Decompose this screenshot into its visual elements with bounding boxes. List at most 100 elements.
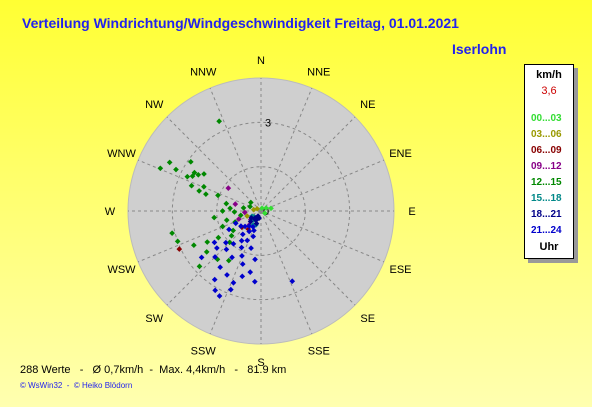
legend-footer: Uhr [539,241,559,253]
polar-spoke [166,116,262,212]
data-point [227,205,233,212]
data-point [246,228,253,235]
data-point [289,278,296,285]
polar-spoke [260,159,385,212]
data-point [241,209,248,216]
polar-spoke [137,210,262,263]
legend-class: 03...06 [531,129,562,140]
data-point [231,209,238,215]
direction-label: NNE [307,66,330,78]
data-point [166,159,173,166]
data-point [250,223,256,230]
data-point [256,215,262,221]
data-point [268,205,274,212]
legend-max-value: 3,6 [541,85,557,97]
polar-spoke [260,210,356,306]
data-point [250,206,257,213]
data-point [235,216,242,222]
data-point [250,233,257,240]
data-point [217,264,224,271]
data-point [247,218,254,225]
data-point [187,159,194,165]
data-point [252,256,258,263]
polar-spoke [209,210,262,335]
legend-class: 21...24 [531,225,562,236]
data-point [252,214,259,221]
legend-class: 18...21 [531,209,562,220]
data-point [201,171,207,177]
data-point [204,239,211,245]
legend-class: 12...15 [531,177,562,188]
data-point [198,254,205,261]
direction-label: W [105,206,116,218]
data-point [191,169,198,176]
data-point [157,165,164,172]
data-point [191,242,197,249]
data-point [247,199,254,206]
data-point [238,237,245,244]
polar-spoke [260,210,313,335]
data-point [229,254,235,261]
direction-label: ESE [389,264,411,276]
data-point [212,254,218,260]
software-credit: © WsWin32 - © Heiko Blödorn [20,381,133,390]
direction-label: SSE [308,346,330,358]
data-point [237,212,244,219]
data-point [244,237,251,244]
data-point [227,286,234,293]
data-point [244,213,250,219]
data-point [223,246,230,253]
data-point [219,223,226,230]
direction-label: NW [145,99,164,111]
data-point [201,183,207,190]
direction-label: N [257,55,265,67]
station-name: Iserlohn [452,41,507,57]
polar-ring [171,121,351,301]
direction-label: WNW [107,148,136,160]
data-point [239,231,246,238]
data-point [225,257,232,264]
legend-unit: km/h [536,69,562,81]
data-point [225,185,232,191]
data-point [216,293,223,299]
direction-label: SW [145,313,163,325]
data-point [242,223,248,230]
data-point [215,234,222,241]
polar-spoke [260,116,356,212]
data-point [239,261,246,267]
polar-spoke [209,87,262,212]
data-point [230,241,237,247]
data-point [169,230,175,236]
data-point [232,220,239,227]
direction-label: WSW [107,264,136,276]
ring-label: 3 [265,117,271,129]
data-point [238,244,245,251]
direction-label: NE [360,99,375,111]
data-point [248,245,254,251]
data-point [203,249,210,255]
data-point [223,217,230,224]
chart-title: Verteilung Windrichtung/Windgeschwindigk… [22,15,459,31]
data-point [247,203,253,210]
direction-label: S [257,357,264,369]
data-point [214,245,220,251]
speed-legend: km/h 3,6 00...03 03...06 06...09 09...12… [524,64,574,259]
data-point [248,214,255,221]
data-point [176,246,183,252]
data-point [226,226,232,233]
data-point [188,182,195,189]
data-point [228,232,235,239]
data-point [239,273,246,280]
data-point [246,223,253,229]
data-point [238,223,244,229]
data-point [247,269,254,275]
statistics-footer: 288 Werte - Ø 0,7km/h - Max. 4,4km/h - 8… [20,364,287,376]
data-point [259,205,265,212]
data-point [196,263,203,270]
data-point [223,200,230,207]
direction-label: NNW [190,66,217,78]
data-point [203,191,209,197]
data-point [174,238,181,245]
data-point [211,276,218,283]
